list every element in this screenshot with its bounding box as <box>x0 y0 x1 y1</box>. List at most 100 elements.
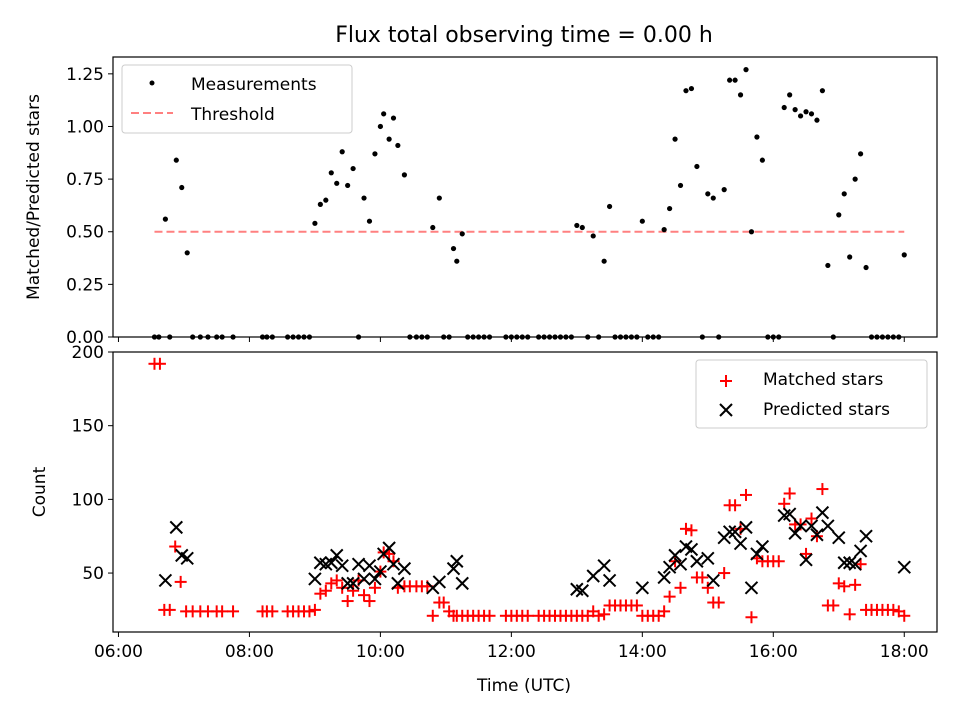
measurement-point <box>808 111 815 117</box>
matched-star-point <box>843 608 856 621</box>
legend-marker-measurements <box>149 80 155 86</box>
matched-star-point <box>325 577 338 590</box>
matched-star-point <box>630 599 643 612</box>
measurement-point <box>814 117 820 123</box>
predicted-star-point <box>728 525 742 539</box>
measurement-point <box>436 195 442 201</box>
measurement-point <box>317 201 323 207</box>
measurement-point <box>179 184 185 191</box>
matched-star-point <box>227 605 240 618</box>
bottom-axes-frame <box>112 351 938 633</box>
matched-star-point <box>658 605 671 618</box>
predicted-star-point <box>793 519 808 533</box>
measurement-point <box>852 176 858 182</box>
measurement-point <box>459 231 465 237</box>
predicted-star-point <box>432 575 447 589</box>
measurement-point <box>574 222 580 229</box>
matched-star-point <box>849 578 862 591</box>
matched-star-point <box>319 584 332 597</box>
measurement-point <box>390 115 397 121</box>
matched-star-point <box>838 580 851 593</box>
bottom-x-tick-label: 08:00 <box>225 642 274 662</box>
measurement-point <box>737 92 744 98</box>
predicted-star-point <box>597 558 611 573</box>
predicted-star-point <box>706 573 720 588</box>
measurement-point <box>667 205 673 212</box>
top-y-tick-label: 0.25 <box>66 275 104 295</box>
bottom-y-tick-label: 50 <box>82 564 104 584</box>
matched-star-point <box>598 608 611 621</box>
measurement-point <box>847 254 853 260</box>
measurement-point <box>366 218 373 224</box>
predicted-star-point <box>308 572 322 586</box>
matched-star-point <box>358 589 371 602</box>
bottom-y-axis: 50 100 150 200 <box>72 343 113 584</box>
measurement-point <box>863 264 869 271</box>
matched-star-point <box>437 596 450 609</box>
measurement-point <box>430 224 436 231</box>
measurement-point <box>601 258 607 264</box>
matched-star-point <box>153 357 166 370</box>
matched-star-point <box>898 609 911 622</box>
bottom-legend: Matched stars Predicted stars <box>695 359 928 429</box>
measurement-point <box>372 151 378 157</box>
predicted-star-point <box>455 576 469 591</box>
measurement-point <box>841 191 847 197</box>
measurement-point <box>339 149 345 155</box>
predicted-star-point <box>373 564 388 579</box>
measurement-point <box>825 262 831 269</box>
measurement-point <box>683 88 689 94</box>
matched-star-point <box>216 605 229 618</box>
top-legend-box <box>121 64 353 134</box>
legend-label-predicted: Predicted stars <box>763 400 890 420</box>
matched-star-point <box>696 571 709 584</box>
top-axes-frame <box>112 56 938 338</box>
predicted-star-point <box>330 548 344 563</box>
bottom-y-tick-label: 150 <box>72 417 104 437</box>
predicted-star-point <box>382 541 396 555</box>
measurement-point <box>173 157 179 163</box>
measurement-point <box>395 142 401 149</box>
matched-star-point <box>800 547 813 560</box>
top-y-tick-label: 0.75 <box>66 170 104 190</box>
matched-star-point <box>701 581 714 594</box>
measurement-point <box>787 92 793 98</box>
predicted-star-point <box>750 547 764 561</box>
predicted-star-point <box>662 560 677 574</box>
matched-star-point <box>832 577 845 590</box>
predicted-star-point <box>586 569 600 583</box>
measurement-point <box>381 111 387 117</box>
top-y-axis: 0.00 0.25 0.50 0.75 1.00 1.25 <box>66 65 113 348</box>
predicted-star-point <box>684 542 699 557</box>
measurement-point <box>672 136 678 142</box>
predicted-star-point <box>635 581 650 595</box>
matched-star-point <box>674 581 687 594</box>
measurement-point <box>858 151 864 157</box>
matched-star-point <box>308 603 321 616</box>
measurement-point <box>639 218 645 224</box>
bottom-x-tick-label: 14:00 <box>618 642 667 662</box>
predicted-star-point <box>673 557 688 571</box>
matched-star-point <box>854 558 867 571</box>
measurement-point <box>454 258 460 264</box>
matched-star-point <box>363 595 376 608</box>
measurement-point <box>677 182 684 189</box>
predicted-star-point <box>362 558 377 573</box>
measurement-point <box>781 104 787 111</box>
top-y-tick-label: 1.00 <box>66 117 104 137</box>
measurement-point <box>754 134 760 140</box>
top-y-axis-label: Matched/Predicted stars <box>24 94 44 300</box>
matched-star-point <box>805 512 818 525</box>
chart-title: Flux total observing time = 0.00 h <box>335 23 713 48</box>
predicted-star-point <box>832 530 846 545</box>
measurement-point <box>606 203 613 210</box>
predicted-star-point <box>386 557 401 571</box>
predicted-star-point <box>799 553 813 567</box>
top-legend: Measurements Threshold <box>121 64 353 134</box>
predicted-star-point <box>859 529 873 543</box>
predicted-star-point <box>788 526 802 540</box>
matched-star-point <box>679 522 692 535</box>
matched-star-point <box>383 547 396 560</box>
measurement-point <box>797 113 804 119</box>
predicted-star-point <box>368 572 382 586</box>
